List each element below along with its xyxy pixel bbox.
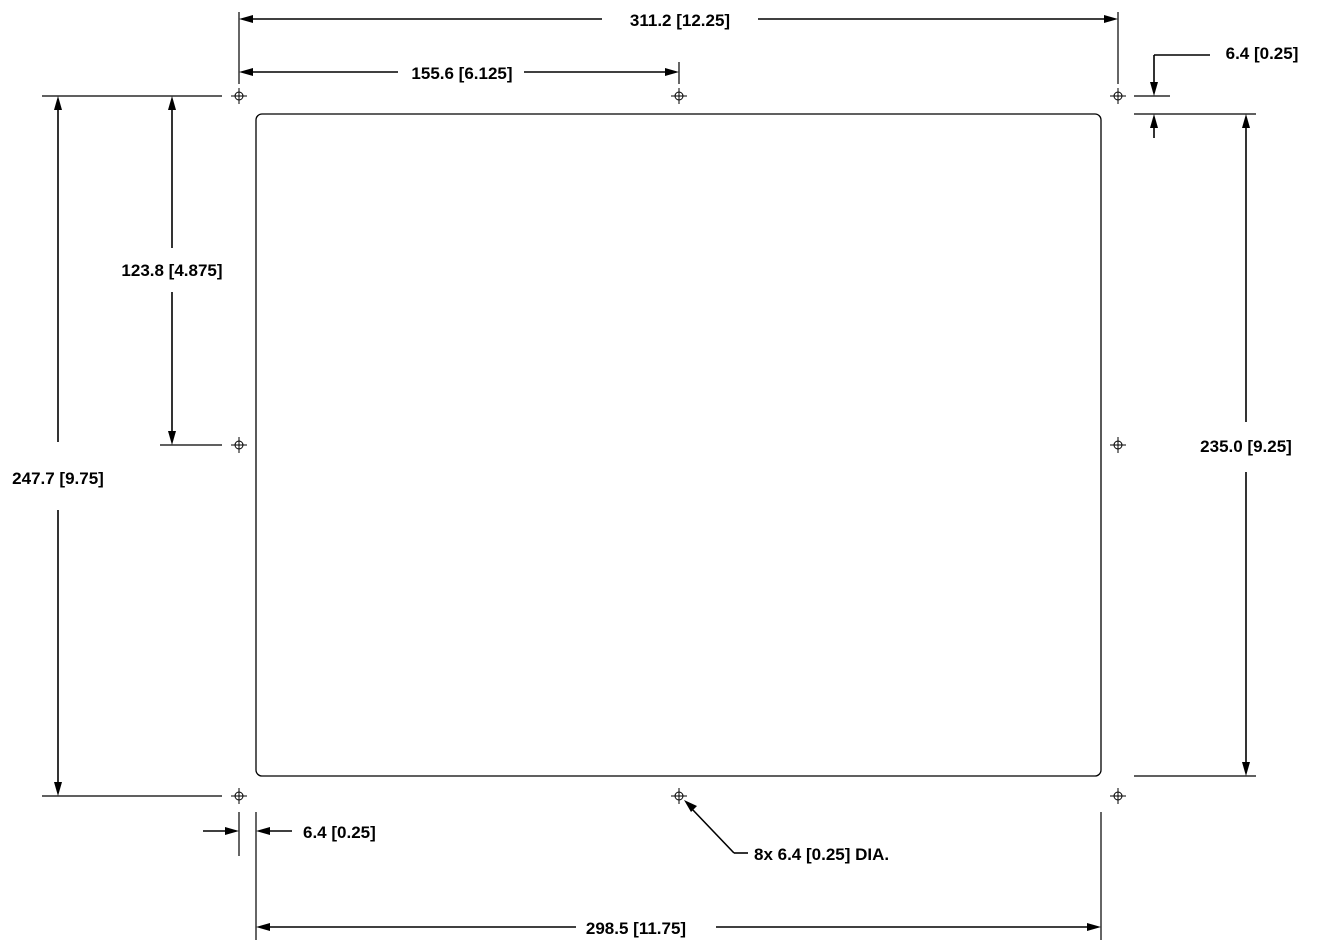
dimension-cutout-width: 298.5 [11.75] (256, 919, 1101, 938)
mounting-hole-top-left (231, 88, 247, 104)
extension-lines (42, 12, 1256, 940)
dimension-left-offset: 6.4 [0.25] (203, 823, 376, 842)
dimension-label: 298.5 [11.75] (586, 919, 686, 938)
mounting-hole-middle-right (1110, 437, 1126, 453)
dimension-cutout-height: 235.0 [9.25] (1200, 114, 1292, 776)
dimension-label: 247.7 [9.75] (12, 469, 104, 488)
mounting-hole-middle-left (231, 437, 247, 453)
dimension-label: 311.2 [12.25] (630, 11, 730, 30)
hole-callout: 8x 6.4 [0.25] DIA. (684, 800, 889, 864)
dimension-label: 123.8 [4.875] (121, 261, 222, 280)
dimension-label: 235.0 [9.25] (1200, 437, 1292, 456)
mounting-hole-top-right (1110, 88, 1126, 104)
dimension-half-hole-width: 155.6 [6.125] (239, 64, 679, 83)
hole-callout-label: 8x 6.4 [0.25] DIA. (754, 845, 889, 864)
dimension-half-hole-height: 123.8 [4.875] (121, 96, 223, 445)
dimension-overall-hole-height: 247.7 [9.75] (12, 96, 104, 796)
dimension-label: 6.4 [0.25] (1226, 44, 1299, 63)
mounting-hole-top-center (671, 88, 687, 104)
dimension-top-offset: 6.4 [0.25] (1150, 44, 1298, 138)
panel-cutout (255, 113, 1102, 777)
mounting-hole-bottom-right (1110, 788, 1126, 804)
dimension-label: 155.6 [6.125] (411, 64, 512, 83)
mounting-hole-bottom-left (231, 788, 247, 804)
dimension-label: 6.4 [0.25] (303, 823, 376, 842)
mounting-hole-bottom-center (671, 788, 687, 804)
dimension-overall-hole-width: 311.2 [12.25] (239, 11, 1118, 30)
